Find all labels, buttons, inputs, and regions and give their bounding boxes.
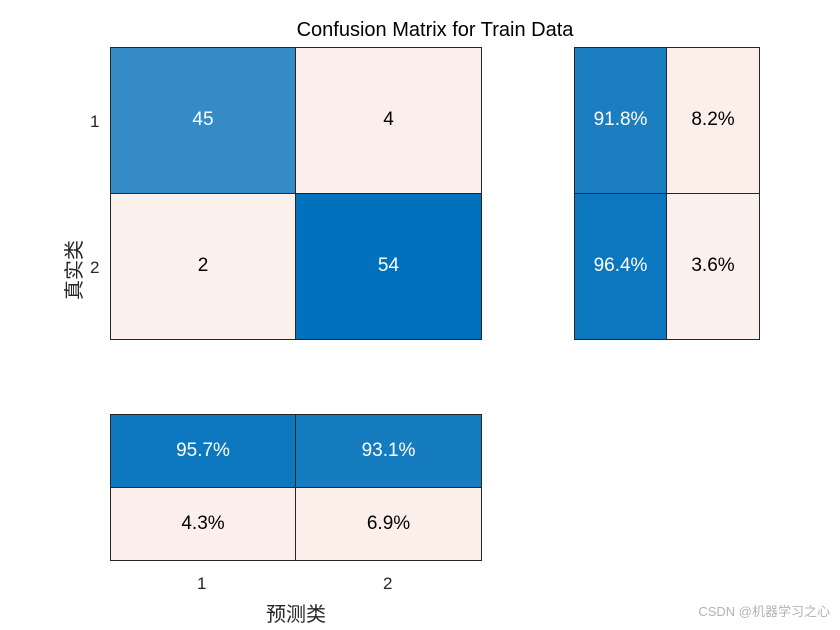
matrix-cell-2-2: 54 [296, 193, 481, 339]
x-tick-2: 2 [383, 574, 393, 593]
matrix-cell-2-1: 2 [111, 193, 296, 339]
row-summary-cell-2-1: 96.4% [575, 193, 667, 339]
column-summary: 95.7% 93.1% 4.3% 6.9% [110, 414, 482, 561]
matrix-cell-1-2: 4 [296, 48, 481, 194]
x-axis-label: 预测类 [266, 602, 326, 626]
row-summary-cell-1-2: 8.2% [667, 48, 759, 194]
column-summary-cell-2-1: 4.3% [111, 487, 296, 560]
confusion-matrix: 45 4 2 54 [110, 47, 482, 340]
y-tick-1: 1 [90, 112, 100, 131]
matrix-cell-1-1: 45 [111, 48, 296, 194]
row-summary-cell-2-2: 3.6% [667, 193, 759, 339]
watermark: CSDN @机器学习之心 [698, 604, 830, 619]
x-tick-1: 1 [197, 574, 207, 593]
y-tick-2: 2 [90, 258, 100, 277]
y-axis-label: 真实类 [62, 240, 86, 300]
row-summary: 91.8% 8.2% 96.4% 3.6% [574, 47, 760, 340]
column-summary-cell-1-1: 95.7% [111, 415, 296, 488]
chart-title: Confusion Matrix for Train Data [296, 19, 574, 41]
row-summary-cell-1-1: 91.8% [575, 48, 667, 194]
column-summary-cell-1-2: 93.1% [296, 415, 481, 488]
column-summary-cell-2-2: 6.9% [296, 487, 481, 560]
